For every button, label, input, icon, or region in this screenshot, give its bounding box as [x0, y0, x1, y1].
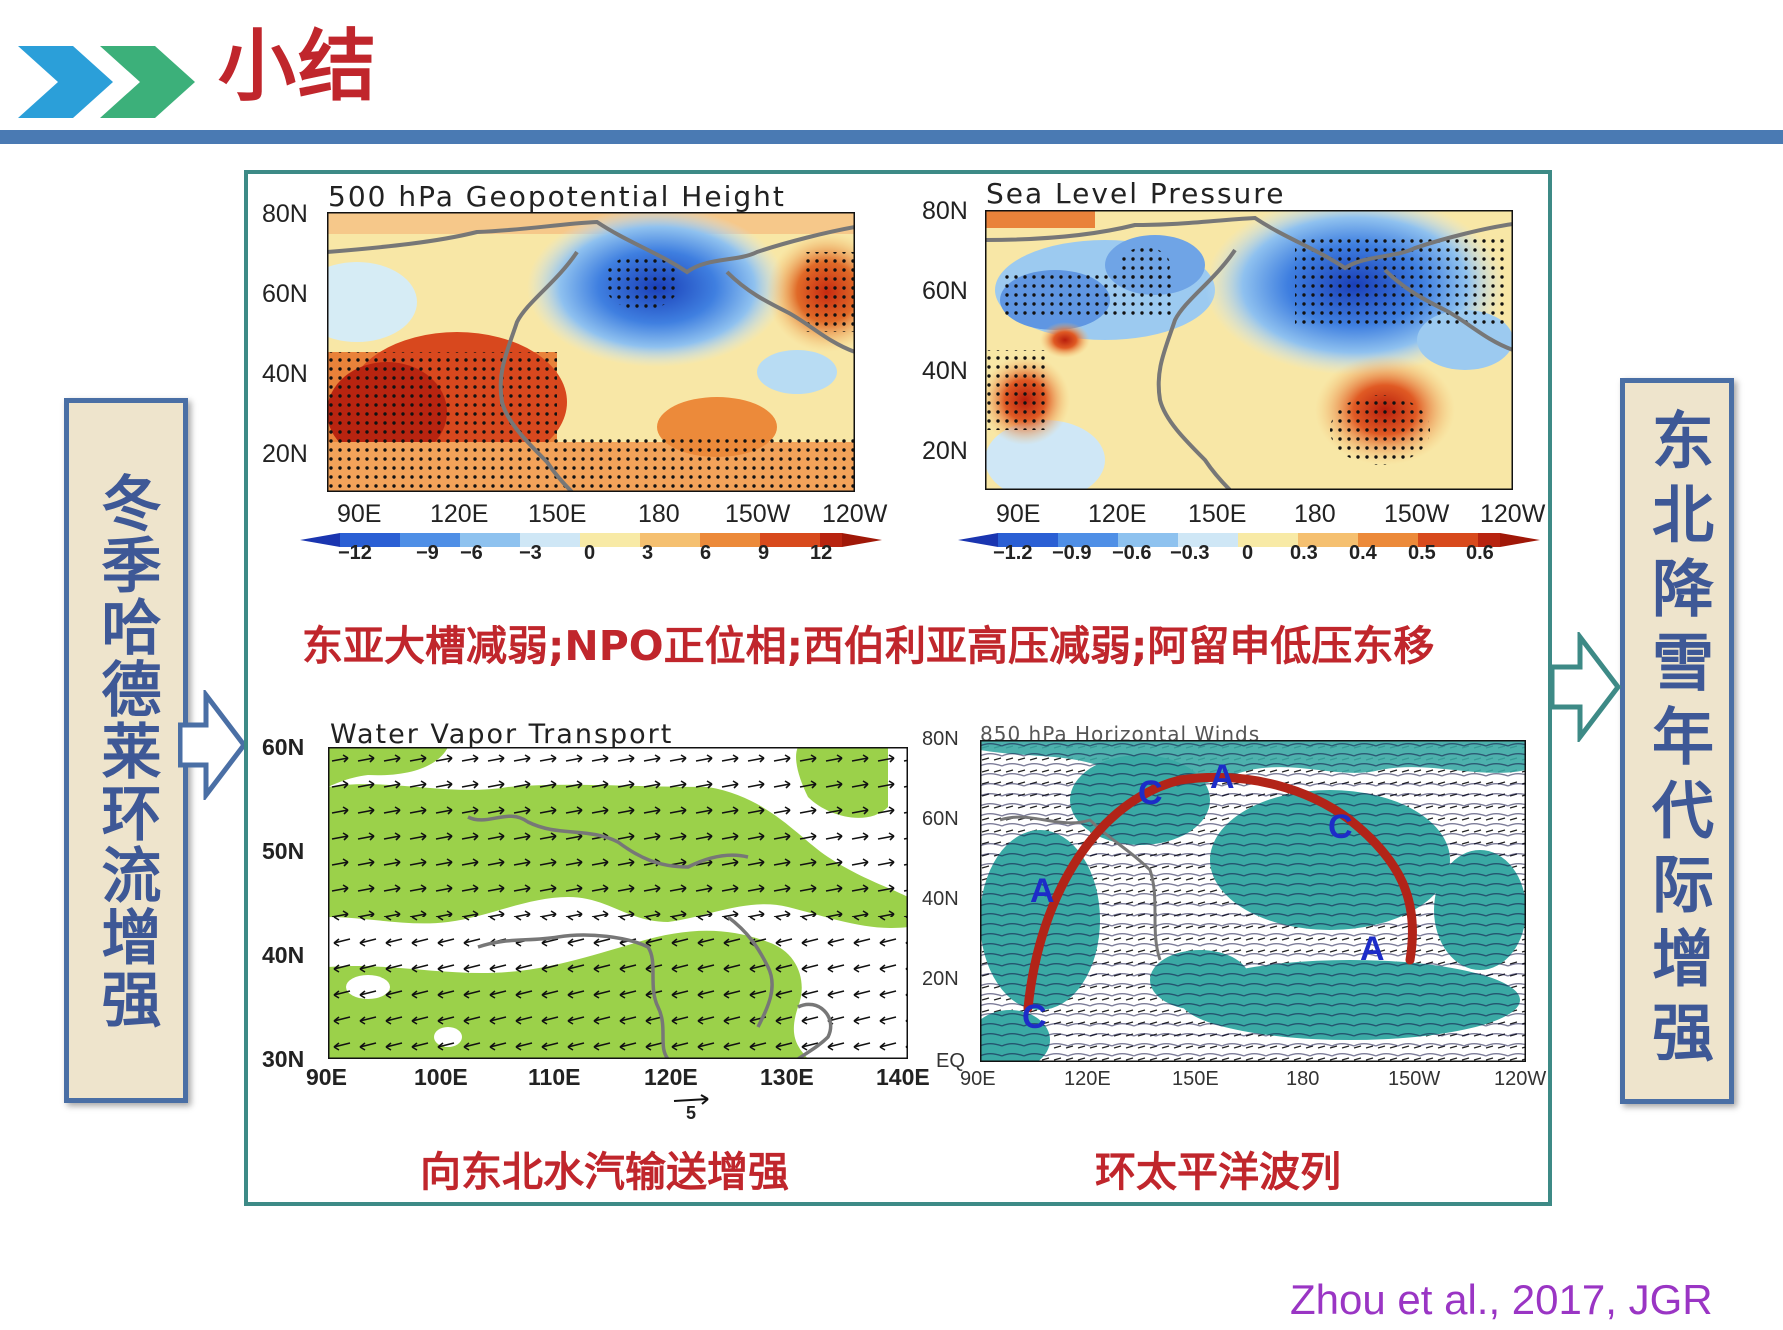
- anticyclone-marker: A: [1360, 930, 1385, 968]
- anticyclone-marker: A: [1030, 872, 1055, 910]
- winds-lat-label: 80N: [922, 728, 959, 750]
- vapor-map: [328, 747, 908, 1059]
- geo-colorbar-label: 3: [642, 542, 654, 564]
- left-arrow-icon: [178, 690, 248, 800]
- winds-lon-label: 150W: [1388, 1068, 1441, 1090]
- vapor-lon-label: 110E: [528, 1064, 581, 1090]
- geo-colorbar-label: 0: [584, 542, 596, 564]
- left-concept-box: 冬季哈德莱环流增强: [64, 398, 188, 1103]
- winds-lon-label: 150E: [1172, 1068, 1219, 1090]
- slp-lon-label: 150E: [1188, 500, 1247, 528]
- vapor-lon-label: 90E: [306, 1064, 347, 1090]
- slp-lat-label: 40N: [922, 357, 968, 385]
- winds-lon-label: 120E: [1064, 1068, 1111, 1090]
- right-concept-box: 东北降雪年代际增强: [1620, 378, 1734, 1104]
- cyclone-marker: C: [1022, 998, 1047, 1036]
- geo-colorbar-label: −6: [460, 542, 483, 564]
- slp-colorbar-label: −0.6: [1112, 542, 1152, 564]
- winds-lat-label: EQ: [936, 1050, 965, 1072]
- geo-colorbar-label: 9: [758, 542, 770, 564]
- left-box-text: 冬季哈德莱环流增强: [91, 471, 161, 1030]
- reference-vector-label: 5: [686, 1103, 697, 1123]
- page-title: 小结: [218, 22, 379, 112]
- geo-lat-label: 60N: [262, 280, 308, 308]
- slp-colorbar-label: 0.6: [1466, 542, 1494, 564]
- bottom-right-caption: 环太平洋波列: [1095, 1148, 1341, 1196]
- winds-lon-label: 90E: [960, 1068, 996, 1090]
- geo-colorbar-label: −3: [519, 542, 542, 564]
- right-box-text: 东北降雪年代际增强: [1641, 408, 1714, 1074]
- vapor-lat-label: 50N: [262, 838, 305, 864]
- middle-caption: 东亚大槽减弱;NPO正位相;西伯利亚高压减弱;阿留申低压东移: [302, 622, 1435, 670]
- vapor-title: Water Vapor Transport: [330, 719, 674, 750]
- geopotential-title: 500 hPa Geopotential Height: [328, 180, 786, 213]
- geo-lon-label: 180: [638, 500, 680, 528]
- vapor-lon-label: 140E: [876, 1064, 930, 1090]
- slp-lon-label: 180: [1294, 500, 1336, 528]
- header-chevrons-icon: [18, 46, 195, 118]
- geo-lon-label: 150E: [528, 500, 587, 528]
- header-divider: [0, 130, 1783, 144]
- slp-title: Sea Level Pressure: [986, 177, 1286, 210]
- anticyclone-marker: A: [1210, 758, 1235, 796]
- slp-map: [985, 210, 1513, 490]
- winds-lon-label: 180: [1286, 1068, 1320, 1090]
- cyclone-marker: C: [1328, 808, 1353, 846]
- slp-colorbar-label: −1.2: [993, 542, 1033, 564]
- geo-lon-label: 150W: [725, 500, 791, 528]
- slp-lat-label: 80N: [922, 197, 968, 225]
- reference-vector-icon: [673, 1094, 709, 1105]
- geo-colorbar-label: −12: [338, 542, 372, 564]
- geo-lat-label: 20N: [262, 440, 308, 468]
- winds-lon-label: 120W: [1494, 1068, 1547, 1090]
- slp-colorbar-label: −0.9: [1052, 542, 1092, 564]
- slp-colorbar-label: 0.4: [1349, 542, 1377, 564]
- geo-lat-label: 80N: [262, 200, 308, 228]
- geo-colorbar-label: 6: [700, 542, 712, 564]
- slp-lon-label: 120W: [1480, 500, 1546, 528]
- vapor-lat-label: 30N: [262, 1046, 305, 1072]
- slp-colorbar-label: −0.3: [1170, 542, 1210, 564]
- vapor-lat-label: 40N: [262, 942, 305, 968]
- vapor-lon-label: 130E: [760, 1064, 814, 1090]
- slp-colorbar-label: 0.5: [1408, 542, 1436, 564]
- winds-map: [980, 740, 1526, 1062]
- slp-lon-label: 150W: [1384, 500, 1450, 528]
- slp-colorbar-label: 0.3: [1290, 542, 1318, 564]
- vapor-lon-label: 100E: [414, 1064, 468, 1090]
- geo-lat-label: 40N: [262, 360, 308, 388]
- winds-lat-label: 40N: [922, 888, 959, 910]
- geo-lon-label: 120E: [430, 500, 489, 528]
- geo-colorbar-label: 12: [810, 542, 833, 564]
- right-arrow-icon: [1550, 632, 1622, 742]
- geo-colorbar-label: −9: [416, 542, 439, 564]
- slp-colorbar-label: 0: [1242, 542, 1254, 564]
- slp-lon-label: 90E: [996, 500, 1041, 528]
- slp-lat-label: 60N: [922, 277, 968, 305]
- geo-lon-label: 120W: [822, 500, 888, 528]
- vapor-lat-label: 60N: [262, 734, 305, 760]
- vapor-lon-label: 120E: [644, 1064, 698, 1090]
- slp-colorbar: [958, 533, 1540, 547]
- geopotential-map: [327, 212, 855, 492]
- slp-lat-label: 20N: [922, 437, 968, 465]
- slp-lon-label: 120E: [1088, 500, 1147, 528]
- geo-colorbar: [300, 533, 882, 547]
- bottom-left-caption: 向东北水汽输送增强: [420, 1148, 789, 1196]
- cyclone-marker: C: [1138, 774, 1163, 812]
- winds-lat-label: 60N: [922, 808, 959, 830]
- geo-lon-label: 90E: [337, 500, 382, 528]
- citation: Zhou et al., 2017, JGR: [1290, 1276, 1713, 1323]
- winds-lat-label: 20N: [922, 968, 959, 990]
